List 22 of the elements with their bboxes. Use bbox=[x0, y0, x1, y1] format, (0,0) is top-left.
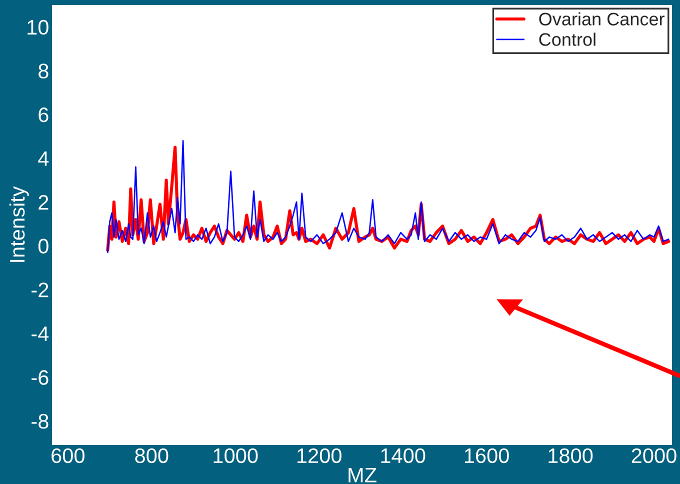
x-tick-label: 600 bbox=[52, 448, 84, 464]
x-tick-label: 1000 bbox=[214, 448, 258, 464]
x-tick-label: 800 bbox=[135, 448, 168, 464]
x-tick-label: 2000 bbox=[632, 448, 676, 464]
legend-label: Control bbox=[539, 32, 596, 46]
x-tick-label: 1200 bbox=[298, 448, 342, 464]
y-tick-label: -8 bbox=[32, 414, 48, 429]
y-tick-label: 10 bbox=[28, 20, 48, 35]
y-tick-label: 0 bbox=[38, 238, 48, 254]
x-tick-label: 1600 bbox=[464, 448, 509, 464]
legend-label: Ovarian Cancer bbox=[539, 12, 664, 26]
y-tick-label: -2 bbox=[32, 282, 48, 298]
y-tick-label: 6 bbox=[38, 107, 48, 122]
x-axis-title: MZ bbox=[348, 468, 376, 482]
y-tick-label: 4 bbox=[38, 151, 49, 166]
x-tick-label: 1800 bbox=[548, 448, 593, 464]
y-tick-label: 8 bbox=[38, 64, 48, 78]
x-tick-label: 1400 bbox=[381, 448, 426, 464]
y-tick-label: 2 bbox=[38, 195, 48, 210]
y-tick-label: -6 bbox=[32, 370, 48, 385]
y-tick-label: -4 bbox=[32, 326, 49, 341]
y-axis-title: Intensity bbox=[9, 186, 29, 262]
